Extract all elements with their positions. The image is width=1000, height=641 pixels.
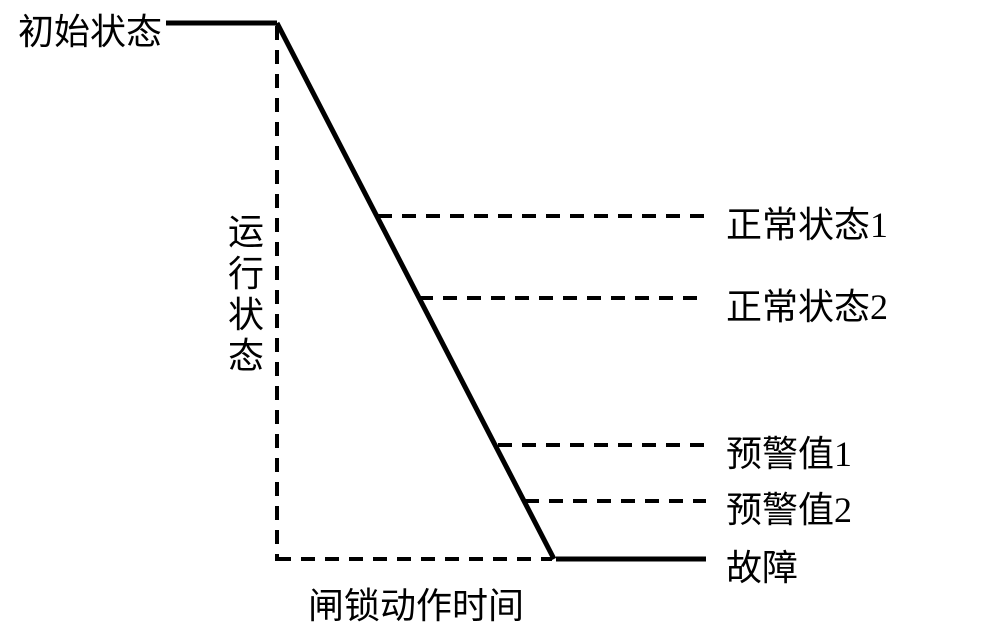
initial-state-label: 初始状态 [18,3,162,55]
level-label-normal2: 正常状态2 [726,278,888,330]
diagram-container: 初始状态 运行状态 闸锁动作时间 正常状态1 正常状态2 预警值1 预警值2 故… [0,0,1000,636]
x-axis-label: 闸锁动作时间 [308,577,524,629]
level-label-failure: 故障 [726,539,798,591]
level-label-warn1: 预警值1 [726,425,852,477]
degradation-line [277,23,554,559]
level-label-normal1: 正常状态1 [726,196,888,248]
level-label-warn2: 预警值2 [726,481,852,533]
y-axis-label: 运行状态 [228,212,264,378]
